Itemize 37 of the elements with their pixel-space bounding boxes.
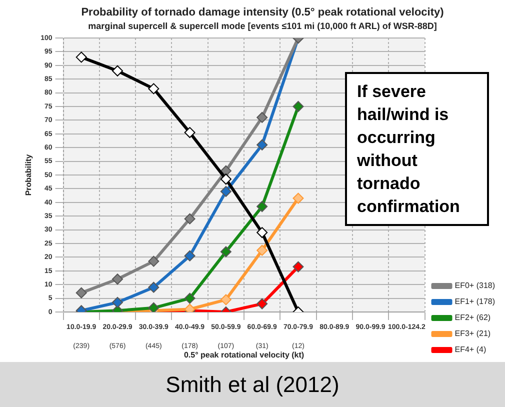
annotation: If severe hail/wind is occurring without tornado confirmation bbox=[345, 72, 489, 226]
text: Smith et al (2012) bbox=[0, 362, 505, 407]
point bbox=[148, 83, 160, 94]
legend-label: EF3+ (21) bbox=[454, 329, 491, 338]
point bbox=[148, 302, 160, 312]
point bbox=[256, 298, 268, 310]
point bbox=[148, 256, 160, 267]
chart-title: Probability of tornado damage intensity (0.5° peak rotational velocity) bbox=[81, 6, 444, 19]
point bbox=[76, 287, 87, 298]
legend-label: EF2+ (62) bbox=[454, 313, 491, 322]
legend-label: EF1+ (178) bbox=[454, 297, 496, 306]
x-axis-title: 0.5° peak rotational velocity (kt) bbox=[184, 350, 304, 360]
point bbox=[184, 213, 196, 224]
point bbox=[256, 112, 268, 123]
point bbox=[256, 227, 268, 238]
point bbox=[292, 101, 304, 112]
point bbox=[112, 274, 123, 285]
point bbox=[76, 52, 87, 63]
point bbox=[256, 139, 268, 150]
point bbox=[220, 246, 232, 258]
point bbox=[184, 127, 196, 138]
point bbox=[184, 250, 196, 262]
legend-label: EF4+ (4) bbox=[454, 345, 486, 354]
point bbox=[292, 192, 304, 204]
point bbox=[148, 282, 160, 293]
point bbox=[112, 296, 123, 308]
y-axis-title: Probability bbox=[24, 154, 34, 196]
legend-label: EF0+ (318) bbox=[454, 281, 496, 290]
point bbox=[220, 294, 232, 306]
chart-subtitle: marginal supercell & supercell mode [events ≤101 mi (10,000 ft ARL) of WSR-88D] bbox=[88, 21, 437, 32]
point bbox=[220, 174, 232, 185]
point bbox=[184, 292, 196, 304]
point bbox=[220, 186, 232, 197]
point bbox=[256, 201, 268, 212]
point bbox=[292, 261, 304, 272]
point bbox=[256, 244, 268, 256]
point bbox=[112, 65, 123, 76]
